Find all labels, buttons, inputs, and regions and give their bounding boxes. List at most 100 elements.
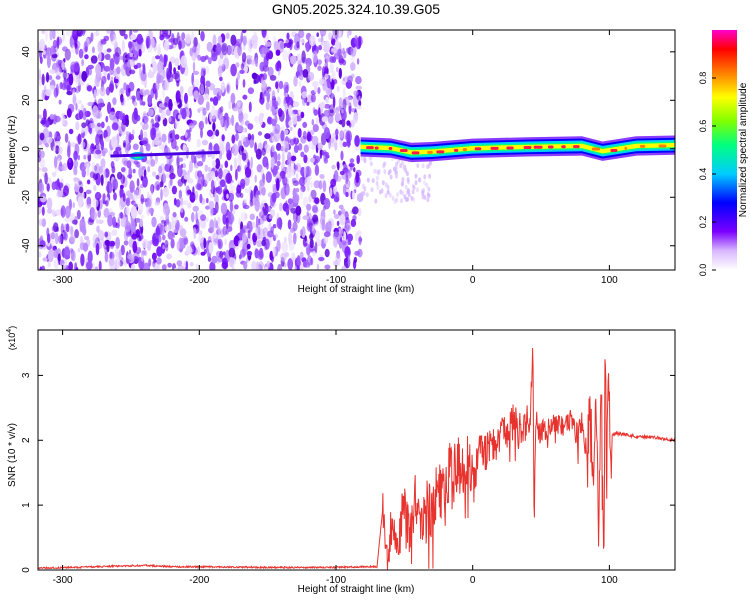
noise-speckle — [301, 96, 306, 106]
noise-speckle — [101, 75, 107, 85]
noise-speckle — [283, 81, 290, 93]
noise-speckle — [192, 61, 196, 72]
noise-speckle — [264, 60, 267, 73]
noise-speckle — [411, 183, 415, 189]
noise-speckle — [241, 137, 247, 142]
noise-speckle — [297, 127, 302, 138]
noise-speckle — [104, 251, 109, 263]
noise-speckle — [200, 128, 203, 139]
noise-speckle — [273, 129, 281, 143]
noise-speckle — [181, 107, 187, 120]
noise-speckle — [100, 174, 104, 187]
noise-speckle — [41, 218, 47, 228]
x-tick-label: -300 — [53, 275, 73, 286]
noise-speckle — [306, 42, 310, 52]
noise-speckle — [303, 154, 308, 164]
noise-speckle — [335, 252, 341, 266]
noise-speckle — [61, 162, 68, 172]
noise-speckle — [81, 191, 85, 201]
noise-speckle — [282, 140, 290, 154]
noise-speckle — [224, 160, 229, 168]
noise-speckle — [73, 159, 79, 169]
noise-speckle — [314, 230, 321, 241]
noise-speckle — [272, 246, 276, 258]
noise-speckle — [386, 189, 390, 195]
noise-speckle — [81, 30, 86, 34]
noise-speckle — [39, 240, 46, 248]
noise-speckle — [308, 195, 312, 203]
noise-speckle — [347, 30, 350, 39]
noise-speckle — [64, 133, 69, 143]
noise-speckle — [254, 174, 257, 183]
noise-speckle — [234, 132, 239, 142]
noise-speckle — [355, 76, 362, 85]
noise-speckle — [275, 61, 280, 72]
noise-speckle — [91, 46, 95, 54]
noise-speckle — [176, 154, 181, 166]
noise-speckle — [240, 211, 248, 222]
noise-speckle — [42, 257, 48, 262]
noise-speckle — [81, 166, 86, 177]
noise-speckle — [52, 209, 56, 217]
noise-speckle — [185, 260, 189, 270]
noise-speckle — [335, 106, 342, 111]
noise-speckle — [136, 62, 142, 69]
y-tick-label: 20 — [21, 94, 32, 106]
noise-speckle — [358, 35, 362, 49]
noise-speckle — [200, 214, 207, 222]
noise-speckle — [51, 53, 58, 59]
noise-speckle — [196, 160, 204, 167]
noise-speckle — [154, 136, 160, 146]
noise-speckle — [233, 46, 241, 59]
noise-speckle — [40, 195, 47, 203]
noise-speckle — [323, 198, 331, 210]
signal-hot-spot — [490, 146, 499, 150]
noise-speckle — [353, 167, 356, 173]
noise-speckle — [246, 250, 253, 256]
noise-speckle — [182, 163, 186, 169]
spectrogram-frame — [37, 29, 676, 271]
noise-speckle — [309, 233, 314, 241]
noise-speckle — [58, 39, 63, 44]
noise-speckle — [236, 125, 244, 133]
noise-speckle — [293, 232, 297, 245]
noise-speckle — [133, 101, 138, 107]
noise-speckle — [87, 250, 93, 264]
noise-speckle — [189, 261, 194, 267]
noise-speckle — [307, 255, 313, 266]
noise-speckle — [345, 191, 349, 198]
noise-speckle — [202, 107, 207, 116]
noise-speckle — [212, 96, 219, 106]
noise-speckle — [214, 170, 219, 178]
noise-speckle — [394, 165, 398, 171]
noise-speckle — [136, 178, 140, 188]
noise-speckle — [162, 117, 168, 127]
noise-speckle — [271, 90, 276, 100]
noise-speckle — [150, 127, 157, 141]
signal-hot-spot — [436, 150, 445, 154]
x-tick-label: -200 — [189, 275, 209, 286]
y-tick-label: 1 — [21, 502, 32, 508]
noise-speckle — [240, 63, 245, 70]
noise-speckle — [319, 174, 325, 179]
noise-speckle — [205, 217, 209, 223]
noise-speckle — [139, 88, 146, 96]
noise-speckle — [225, 32, 230, 40]
noise-speckle — [106, 101, 112, 114]
noise-speckle — [75, 267, 79, 270]
noise-speckle — [308, 71, 315, 82]
noise-speckle — [107, 73, 111, 81]
noise-speckle — [191, 52, 197, 61]
noise-speckle — [303, 144, 309, 153]
noise-speckle — [326, 88, 332, 96]
noise-speckle — [77, 248, 81, 253]
noise-speckle — [136, 185, 142, 196]
noise-speckle — [156, 72, 161, 84]
noise-speckle — [243, 204, 250, 210]
noise-speckle — [115, 236, 120, 249]
noise-speckle — [255, 229, 259, 237]
noise-speckle — [135, 246, 142, 254]
noise-speckle — [154, 200, 161, 206]
noise-speckle — [286, 32, 290, 41]
noise-speckle — [269, 250, 274, 261]
